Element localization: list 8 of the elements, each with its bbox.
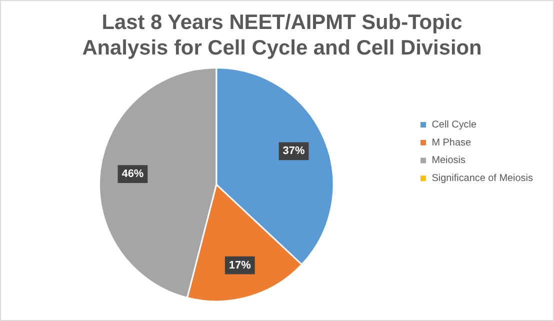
legend-label: Cell Cycle <box>432 119 477 130</box>
data-label: 46% <box>122 168 144 180</box>
legend-label: M Phase <box>432 137 472 148</box>
data-label: 17% <box>228 259 252 272</box>
legend-label: Significance of Meiosis <box>432 173 533 184</box>
legend-label: Meiosis <box>432 155 466 166</box>
data-label: 37% <box>282 145 305 158</box>
chart-title: Last 8 Years NEET/AIPMT Sub-Topic Analysis for Cell Cycle and Cell Division <box>82 11 482 60</box>
